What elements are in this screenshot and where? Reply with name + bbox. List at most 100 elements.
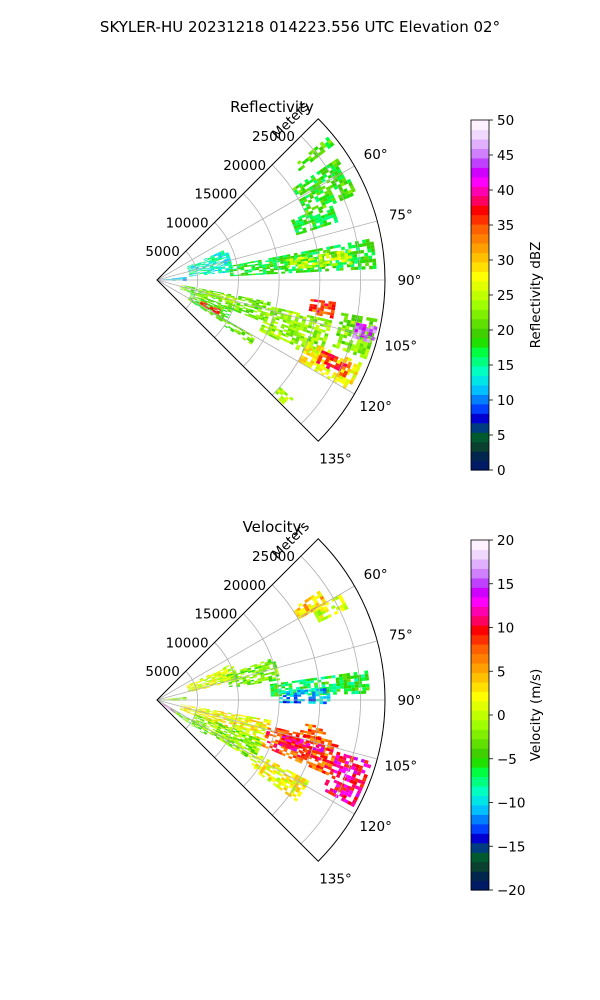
echo-cell: [206, 267, 211, 270]
echo-cell: [276, 678, 280, 681]
echo-cell: [252, 736, 257, 740]
echo-cell: [295, 270, 300, 273]
echo-cell: [293, 323, 298, 327]
echo-cell: [278, 691, 283, 694]
echo-cell: [300, 323, 305, 327]
echo-cell: [247, 264, 252, 267]
echo-cell: [289, 258, 294, 262]
echo-cell: [216, 727, 221, 730]
echo-cell: [306, 734, 311, 738]
echo-cell: [277, 267, 282, 271]
echo-cell: [327, 675, 332, 679]
echo-cell: [221, 270, 226, 273]
echo-cell: [206, 719, 211, 722]
echo-cell: [203, 273, 208, 275]
echo-cell: [255, 748, 260, 753]
echo-cell: [348, 245, 353, 249]
echo-cell: [250, 742, 255, 746]
echo-cell: [325, 681, 329, 685]
echo-cell: [324, 333, 329, 337]
echo-cell: [320, 676, 325, 680]
echo-cell: [190, 724, 195, 727]
echo-cell: [266, 267, 271, 270]
echo-cell: [258, 742, 263, 746]
echo-cell: [313, 332, 318, 336]
echo-cell: [365, 683, 370, 688]
echo-cell: [302, 784, 307, 789]
echo-cell: [274, 750, 279, 754]
echo-cell: [330, 768, 335, 773]
echo-cell: [314, 189, 320, 194]
echo-cell: [292, 268, 296, 271]
echo-cell: [311, 337, 316, 341]
echo-cell: [215, 722, 219, 725]
echo-cell: [300, 261, 305, 265]
echo-cell: [365, 327, 370, 333]
echo-cell: [252, 674, 257, 677]
echo-cell: [304, 749, 309, 754]
echo-cell: [322, 758, 327, 763]
echo-cell: [263, 329, 268, 333]
echo-cell: [346, 679, 351, 683]
echo-cell: [236, 722, 241, 725]
echo-cell: [292, 772, 297, 777]
echo-cell: [202, 267, 207, 270]
echo-cell: [344, 191, 350, 196]
echo-cell: [300, 335, 305, 340]
echo-cell: [288, 739, 293, 743]
echo-cell: [350, 776, 356, 781]
echo-cell: [191, 723, 195, 726]
echo-cell: [294, 758, 300, 763]
colorbar-tick-label: 10: [497, 621, 514, 637]
echo-cell: [309, 317, 314, 322]
echo-cell: [288, 271, 293, 274]
echo-cell: [283, 329, 288, 333]
echo-cell: [320, 343, 325, 348]
echo-cell: [191, 722, 196, 726]
colorbar-swatch: [471, 871, 489, 882]
echo-cell: [206, 674, 210, 677]
echo-cell: [195, 720, 200, 724]
echo-cell: [245, 331, 250, 335]
echo-cell: [327, 352, 332, 357]
echo-cell: [282, 739, 287, 743]
echo-cell: [285, 752, 290, 756]
echo-cell: [213, 672, 217, 675]
echo-cell: [324, 676, 329, 680]
echo-cell: [321, 171, 326, 176]
echo-cell: [228, 744, 233, 748]
echo-cell: [270, 308, 275, 311]
echo-cell: [271, 661, 276, 664]
echo-cell: [343, 370, 349, 375]
echo-cell: [297, 254, 302, 258]
echo-cell: [238, 732, 243, 736]
echo-cell: [273, 268, 278, 271]
range-tick-label: 25000: [252, 549, 295, 565]
echo-cell: [302, 744, 307, 748]
echo-cell: [186, 711, 191, 714]
echo-cell: [197, 262, 201, 265]
echo-cell: [189, 273, 193, 275]
echo-cell: [265, 260, 270, 263]
echo-cell: [336, 253, 341, 258]
echo-cell: [273, 333, 278, 338]
echo-cell: [255, 763, 260, 767]
echo-cell: [282, 319, 287, 323]
echo-cell: [342, 766, 348, 771]
echo-cell: [317, 317, 322, 321]
echo-cell: [225, 295, 230, 298]
echo-cell: [200, 300, 205, 303]
echo-cell: [217, 308, 222, 311]
echo-cell: [210, 271, 215, 273]
echo-cell: [278, 786, 284, 791]
echo-cell: [324, 200, 330, 205]
echo-cell: [243, 262, 248, 265]
echo-cell: [246, 678, 251, 682]
echo-cell: [280, 261, 285, 264]
echo-cell: [208, 679, 212, 682]
echo-cell: [289, 791, 294, 796]
echo-cell: [332, 762, 337, 767]
echo-cell: [228, 303, 233, 306]
echo-cell: [210, 724, 215, 727]
echo-cell: [351, 244, 356, 249]
